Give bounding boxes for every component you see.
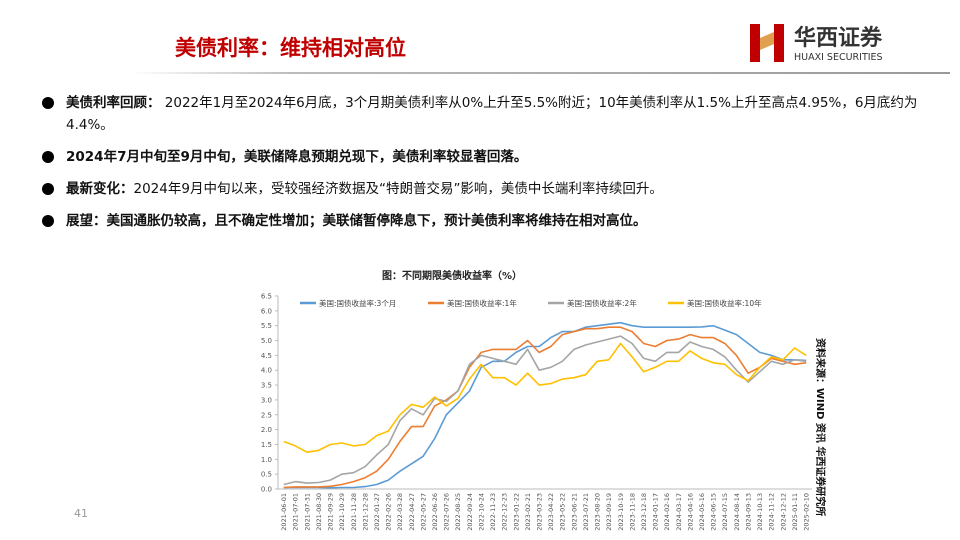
x-tick-label: 2022-10-24 — [477, 493, 485, 531]
bullet: 美债利率回顾： 2022年1月至2024年6月底，3个月期美债利率从0%上升至5… — [40, 92, 930, 136]
y-tick-label: 4.0 — [261, 367, 272, 375]
bullet: 2024年7月中旬至9月中旬，美联储降息预期兑现下，美债利率较显著回落。 — [40, 146, 930, 168]
y-tick-label: 2.5 — [261, 411, 272, 419]
x-tick-label: 2024-02-16 — [663, 493, 671, 531]
x-tick-label: 2024-06-15 — [710, 493, 718, 531]
x-tick-label: 2023-07-21 — [582, 493, 590, 531]
legend-label: 美国:国债收益率:3个月 — [319, 298, 396, 308]
x-tick-label: 2023-08-20 — [594, 493, 602, 531]
x-tick-label: 2024-09-13 — [744, 493, 752, 531]
x-tick-label: 2021-06-01 — [280, 493, 288, 531]
x-tick-label: 2025-01-11 — [791, 493, 799, 531]
bullet-text: 2024年9月中旬以来，受较强经济数据及“特朗普交易”影响，美债中长端利率持续回… — [133, 181, 663, 197]
x-tick-label: 2025-02-10 — [802, 493, 810, 531]
x-tick-label: 2022-11-23 — [489, 493, 497, 531]
y-tick-label: 4.5 — [261, 352, 272, 360]
x-tick-label: 2022-05-27 — [419, 493, 427, 531]
x-tick-label: 2022-08-25 — [454, 493, 462, 531]
x-tick-label: 2022-04-27 — [408, 493, 416, 531]
logo-bar — [750, 24, 760, 62]
legend-label: 美国:国债收益率:2年 — [567, 298, 637, 308]
x-tick-label: 2023-06-21 — [570, 493, 578, 531]
slide-title: 美债利率：维持相对高位 — [175, 36, 406, 60]
x-tick-label: 2021-10-29 — [338, 493, 346, 531]
bullet-text: 2024年7月中旬至9月中旬，美联储降息预期兑现下，美债利率较显著回落。 — [66, 149, 528, 165]
y-tick-label: 2.0 — [261, 426, 272, 434]
x-tick-label: 2021-11-28 — [350, 493, 358, 531]
y-tick-label: 5.5 — [261, 322, 272, 330]
x-tick-label: 2022-03-28 — [396, 493, 404, 531]
x-tick-label: 2023-10-19 — [617, 493, 625, 531]
bullet-text: 2022年1月至2024年6月底，3个月期美债利率从0%上升至5.5%附近；10… — [66, 95, 918, 133]
series-line — [283, 326, 807, 489]
y-tick-label: 0.0 — [261, 486, 272, 494]
y-tick-label: 3.5 — [261, 382, 272, 390]
title-rule — [130, 72, 950, 74]
x-tick-label: 2022-06-26 — [431, 493, 439, 531]
bullet: 展望：美国通胀仍较高，且不确定性增加；美联储暂停降息下，预计美债利率将维持在相对… — [40, 210, 930, 232]
x-tick-label: 2023-05-22 — [559, 493, 567, 531]
y-tick-label: 6.0 — [261, 307, 272, 315]
logo-bar — [774, 24, 784, 62]
bullet: 最新变化：2024年9月中旬以来，受较强经济数据及“特朗普交易”影响，美债中长端… — [40, 178, 930, 200]
legend-label: 美国:国债收益率:1年 — [447, 298, 517, 308]
x-tick-label: 2021-12-28 — [361, 493, 369, 531]
x-tick-label: 2023-11-18 — [628, 493, 636, 531]
bullet-label: 美债利率回顾： — [66, 95, 161, 111]
bullet-list: 美债利率回顾： 2022年1月至2024年6月底，3个月期美债利率从0%上升至5… — [40, 92, 930, 242]
y-tick-label: 6.5 — [261, 293, 272, 301]
y-tick-label: 3.0 — [261, 396, 272, 404]
bullet-text: 展望：美国通胀仍较高，且不确定性增加；美联储暂停降息下，预计美债利率将维持在相对… — [66, 213, 647, 229]
bullet-label: 最新变化： — [66, 181, 134, 197]
x-tick-label: 2024-01-17 — [652, 493, 660, 531]
y-tick-label: 5.0 — [261, 337, 272, 345]
x-tick-label: 2024-12-12 — [779, 493, 787, 531]
x-tick-label: 2023-03-23 — [535, 493, 543, 531]
x-tick-label: 2023-02-21 — [524, 493, 532, 531]
x-tick-label: 2024-10-13 — [756, 493, 764, 531]
x-tick-label: 2022-01-27 — [373, 493, 381, 531]
series-line — [283, 342, 807, 453]
x-tick-label: 2022-09-24 — [466, 493, 474, 531]
x-tick-label: 2021-08-30 — [315, 493, 323, 531]
x-tick-label: 2021-07-01 — [292, 493, 300, 531]
source-note: 资料来源：WIND 资讯 华西证券研究所 — [814, 338, 827, 516]
x-tick-label: 2024-03-17 — [675, 493, 683, 531]
logo: 华西证券 HUAXI SECURITIES — [750, 24, 883, 63]
x-tick-label: 2022-02-26 — [385, 493, 393, 531]
y-tick-label: 1.5 — [261, 441, 272, 449]
y-tick-label: 1.0 — [261, 456, 272, 464]
x-tick-label: 2024-07-15 — [721, 493, 729, 531]
y-tick-label: 0.5 — [261, 471, 272, 479]
x-tick-label: 2021-09-29 — [327, 493, 335, 531]
x-tick-label: 2022-12-23 — [501, 493, 509, 531]
legend-label: 美国:国债收益率:10年 — [687, 298, 762, 308]
x-tick-label: 2023-04-22 — [547, 493, 555, 531]
logo-sub: HUAXI SECURITIES — [794, 52, 883, 63]
x-tick-label: 2023-01-22 — [512, 493, 520, 531]
x-tick-label: 2023-09-19 — [605, 493, 613, 531]
series-line — [283, 321, 807, 489]
x-tick-label: 2022-07-26 — [443, 493, 451, 531]
x-tick-label: 2023-12-18 — [640, 493, 648, 531]
page-number: 41 — [74, 507, 88, 520]
x-tick-label: 2024-11-12 — [768, 493, 776, 531]
x-tick-label: 2024-04-16 — [686, 493, 694, 531]
logo-name: 华西证券 — [794, 25, 883, 51]
x-tick-label: 2021-07-31 — [303, 493, 311, 531]
x-tick-label: 2024-08-14 — [733, 493, 741, 531]
logo-wedge — [760, 32, 774, 50]
series-line — [283, 335, 807, 486]
x-tick-label: 2024-05-16 — [698, 493, 706, 531]
chart-title: 图：不同期限美债收益率（%） — [382, 269, 522, 282]
